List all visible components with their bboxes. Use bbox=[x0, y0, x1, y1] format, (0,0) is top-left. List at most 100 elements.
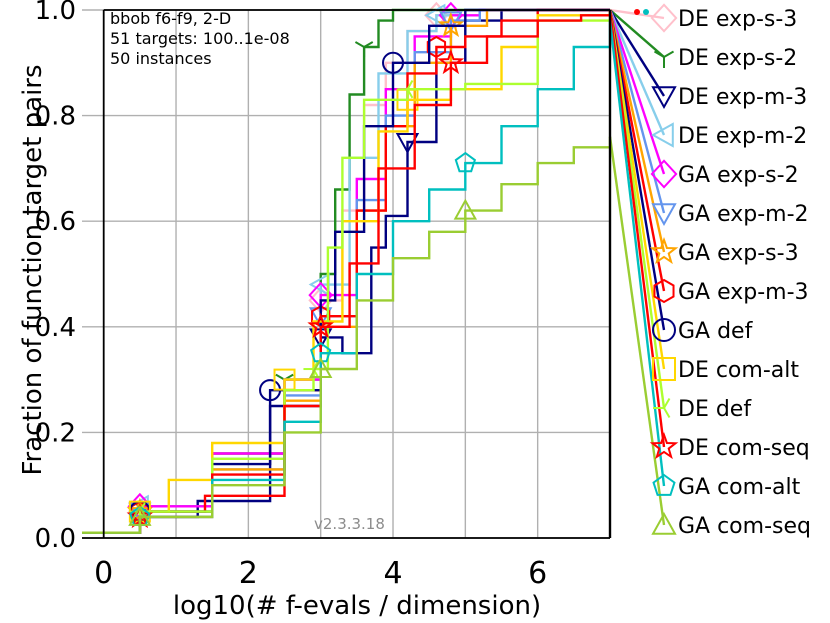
series-marker bbox=[454, 151, 477, 173]
series-line bbox=[82, 8, 610, 534]
series-marker bbox=[453, 198, 478, 220]
series-line bbox=[82, 10, 612, 534]
legend-item: GA exp-s-2 bbox=[650, 159, 799, 189]
legend-marker bbox=[651, 203, 677, 227]
series-line bbox=[82, 8, 610, 534]
series-line bbox=[82, 8, 610, 534]
legend-item: GA exp-s-3 bbox=[649, 236, 799, 266]
series-line bbox=[82, 20, 612, 534]
legend-label: DE com-seq bbox=[678, 436, 810, 461]
legend: DE exp-s-3 DE exp-s-2 DE exp-m-3 DE exp-m-2… bbox=[649, 3, 811, 539]
version-label: v2.3.3.18 bbox=[314, 515, 385, 533]
annotation-line-3: 50 instances bbox=[110, 49, 212, 68]
legend-item: DE exp-s-3 bbox=[650, 3, 797, 33]
series-marker bbox=[128, 504, 152, 526]
series-ga-exp-s-2 bbox=[82, 1, 666, 534]
legend-label: DE exp-m-3 bbox=[678, 85, 807, 110]
y-tick-label: 0.6 bbox=[35, 207, 76, 237]
series-marker bbox=[397, 80, 414, 99]
legend-connector bbox=[608, 9, 666, 97]
status-dot-cyan bbox=[643, 9, 649, 15]
legend-label: DE def bbox=[678, 397, 752, 422]
plot-frame bbox=[82, 9, 612, 539]
series-line bbox=[82, 8, 610, 534]
legend-marker bbox=[652, 473, 676, 496]
series-marker bbox=[308, 356, 333, 379]
legend-marker bbox=[649, 431, 679, 460]
series-marker bbox=[354, 41, 374, 57]
legend-connector bbox=[609, 9, 665, 58]
series-ga-com-seq bbox=[82, 136, 666, 534]
y-tick-label: 1.0 bbox=[35, 0, 76, 26]
legend-marker bbox=[653, 50, 675, 68]
series-line bbox=[82, 10, 612, 534]
series-marker bbox=[437, 48, 465, 75]
series-de-def bbox=[82, 9, 666, 534]
x-tick-label: 2 bbox=[239, 556, 258, 591]
x-tick-label: 0 bbox=[94, 556, 113, 591]
grid bbox=[82, 9, 610, 539]
y-tick-label: 0.8 bbox=[35, 102, 76, 132]
series-ga-exp-m-2 bbox=[82, 8, 666, 534]
series-marker bbox=[382, 51, 405, 74]
legend-item: DE exp-m-2 bbox=[650, 122, 807, 149]
y-tick-label: 0.0 bbox=[35, 524, 76, 554]
series-de-exp-s-2 bbox=[82, 8, 665, 534]
legend-connector bbox=[608, 9, 666, 448]
legend-marker bbox=[650, 122, 674, 148]
legend-label: DE com-alt bbox=[678, 358, 799, 383]
legend-connector bbox=[608, 9, 666, 175]
legend-connector bbox=[608, 136, 666, 526]
legend-label: GA exp-m-3 bbox=[678, 280, 809, 305]
legend-label: GA def bbox=[678, 319, 754, 344]
series-de-exp-m-2 bbox=[82, 3, 666, 534]
series-marker bbox=[307, 312, 334, 339]
legend-item: GA exp-m-3 bbox=[653, 278, 809, 305]
series-line bbox=[82, 8, 610, 534]
legend-item: GA def bbox=[652, 318, 754, 344]
series-line bbox=[82, 8, 610, 534]
legend-item: GA com-seq bbox=[651, 511, 811, 539]
series-group bbox=[82, 1, 666, 534]
legend-item: DE exp-s-2 bbox=[653, 46, 797, 71]
series-marker bbox=[395, 133, 420, 155]
legend-item: GA com-alt bbox=[652, 473, 801, 500]
series-line bbox=[82, 8, 610, 534]
series-de-exp-m-3 bbox=[82, 8, 666, 534]
legend-label: GA com-seq bbox=[678, 514, 811, 539]
annotation-line-1: bbob f6-f9, 2-D bbox=[110, 9, 231, 28]
series-de-com-seq bbox=[82, 9, 666, 534]
legend-marker bbox=[651, 511, 677, 535]
legend-marker bbox=[652, 357, 676, 381]
legend-marker bbox=[650, 3, 678, 33]
legend-marker bbox=[649, 236, 679, 265]
legend-label: GA com-alt bbox=[678, 475, 801, 500]
x-tick-label: 4 bbox=[383, 556, 402, 591]
legend-label: DE exp-s-2 bbox=[678, 46, 797, 71]
series-de-exp-s-3 bbox=[82, 1, 665, 534]
legend-marker bbox=[653, 278, 675, 304]
legend-connector bbox=[608, 9, 666, 136]
series-ga-exp-m-3 bbox=[82, 8, 666, 534]
series-line bbox=[82, 136, 612, 534]
legend-item: DE def bbox=[653, 397, 752, 422]
legend-item: DE com-seq bbox=[649, 431, 810, 461]
legend-item: DE com-alt bbox=[652, 357, 799, 383]
legend-marker bbox=[653, 397, 671, 419]
x-tick-label: 6 bbox=[528, 556, 547, 591]
legend-label: DE exp-s-3 bbox=[678, 7, 797, 32]
legend-label: GA exp-s-3 bbox=[678, 241, 799, 266]
annotation-line-2: 51 targets: 100..1e-08 bbox=[110, 29, 290, 48]
series-ga-exp-s-3 bbox=[82, 8, 666, 534]
series-marker bbox=[309, 341, 332, 363]
legend-item: DE exp-m-3 bbox=[651, 85, 807, 110]
series-ga-def bbox=[82, 8, 666, 534]
legend-label: GA exp-m-2 bbox=[678, 202, 809, 227]
y-tick-label: 0.4 bbox=[35, 313, 76, 343]
series-line bbox=[82, 10, 612, 534]
legend-label: GA exp-s-2 bbox=[678, 163, 799, 188]
legend-label: DE exp-m-2 bbox=[678, 124, 807, 149]
tick-labels: 0 2 4 6 0.0 0.2 0.4 0.6 0.8 1.0 bbox=[35, 0, 548, 591]
series-ga-com-alt bbox=[82, 20, 666, 534]
